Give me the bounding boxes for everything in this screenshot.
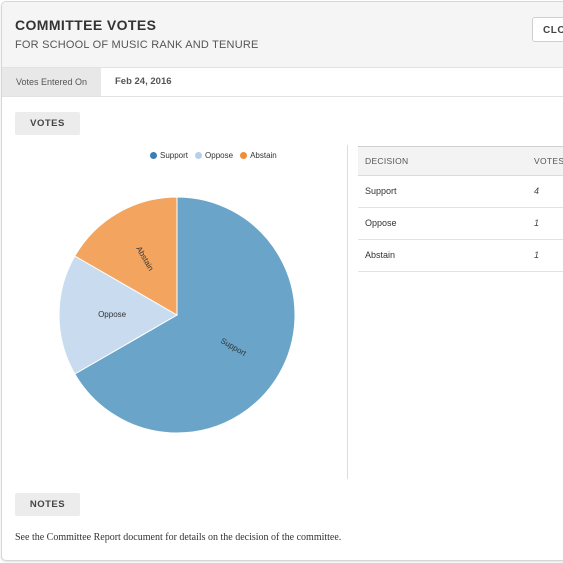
pie-slice-oppose[interactable]: [58, 255, 179, 375]
decision-cell: Abstain: [365, 250, 396, 260]
legend-swatch-oppose: [195, 152, 203, 159]
close-button[interactable]: CLO: [532, 17, 563, 42]
legend-label-oppose: Oppose: [205, 151, 234, 160]
votes-entered-label: Votes Entered On: [2, 68, 101, 96]
votes-cell: 1: [534, 218, 540, 228]
legend-swatch-support: [150, 152, 157, 159]
table-header-row: DECISION VOTES: [358, 147, 563, 176]
legend-item-abstain[interactable]: Abstain: [240, 151, 277, 160]
legend-label-abstain: Abstain: [250, 151, 277, 160]
pie-slice-support[interactable]: [74, 196, 296, 434]
legend-item-support[interactable]: Support: [150, 151, 188, 160]
column-header-decision: DECISION: [365, 156, 409, 166]
column-header-votes: VOTES: [534, 156, 563, 166]
notes-text: See the Committee Report document for de…: [15, 532, 342, 543]
pie-slice-abstain[interactable]: [74, 196, 178, 316]
legend-swatch-abstain: [240, 152, 248, 159]
decision-cell: Support: [365, 186, 397, 196]
panel-header: COMMITTEE VOTES FOR SCHOOL OF MUSIC RANK…: [2, 2, 563, 68]
page-title: COMMITTEE VOTES: [15, 17, 157, 33]
votes-table: DECISION VOTES Support 4 Oppose 1 Abstai…: [358, 146, 563, 272]
vertical-divider: [347, 145, 348, 479]
legend-item-oppose[interactable]: Oppose: [195, 151, 233, 160]
page-subtitle: FOR SCHOOL OF MUSIC RANK AND TENURE: [15, 39, 259, 51]
votes-section-tab[interactable]: VOTES: [15, 112, 80, 135]
notes-section-tab[interactable]: NOTES: [15, 493, 80, 516]
decision-cell: Oppose: [365, 218, 397, 228]
chart-legend: Support Oppose Abstain: [150, 151, 277, 160]
legend-label-support: Support: [160, 151, 189, 160]
pie-label-oppose: Oppose: [98, 310, 127, 319]
table-row: Support 4: [358, 176, 563, 208]
meta-bar: Votes Entered On Feb 24, 2016: [2, 68, 563, 97]
votes-entered-date: Feb 24, 2016: [115, 76, 172, 87]
votes-cell: 1: [534, 250, 540, 260]
table-row: Oppose 1: [358, 208, 563, 240]
votes-cell: 4: [534, 186, 540, 196]
table-row: Abstain 1: [358, 240, 563, 272]
